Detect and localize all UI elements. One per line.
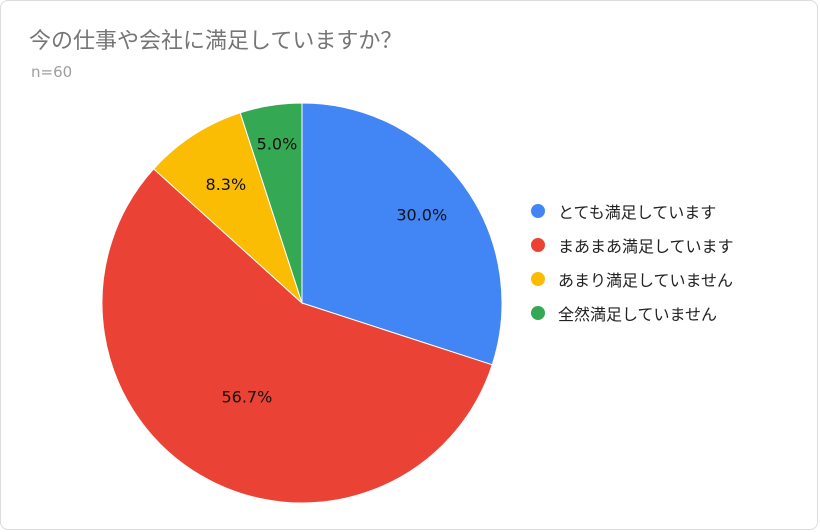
pie-slice-4 xyxy=(239,102,303,304)
legend-label-1: とても満足しています xyxy=(558,203,717,222)
pie-slices xyxy=(101,102,503,504)
chart-subtitle: n=60 xyxy=(31,63,73,81)
legend-swatch-3 xyxy=(531,272,545,286)
pie-slice-1 xyxy=(301,102,503,366)
legend-item-2: まあまあ満足しています xyxy=(531,228,734,262)
pie-slice-labels: 30.0% 56.7% 8.3% 5.0% xyxy=(206,134,448,406)
chart-legend: とても満足しています まあまあ満足しています あまり満足していません 全然満足していま… xyxy=(531,194,734,330)
legend-swatch-1 xyxy=(531,204,545,218)
slice-label-3: 8.3% xyxy=(206,175,247,194)
legend-item-4: 全然満足していません xyxy=(531,296,734,330)
legend-item-3: あまり満足していません xyxy=(531,262,734,296)
chart-title: 今の仕事や会社に満足していますか？ xyxy=(29,29,403,54)
legend-item-1: とても満足しています xyxy=(531,194,734,228)
legend-swatch-2 xyxy=(531,238,545,252)
pie-slice-3 xyxy=(152,112,304,305)
pie-slice-2 xyxy=(101,168,493,504)
slice-label-1: 30.0% xyxy=(396,206,447,225)
slice-label-2: 56.7% xyxy=(221,388,272,407)
legend-label-4: 全然満足していません xyxy=(558,305,718,324)
legend-swatch-4 xyxy=(531,306,545,320)
legend-label-3: あまり満足していません xyxy=(558,271,734,290)
legend-label-2: まあまあ満足しています xyxy=(558,237,734,256)
slice-label-4: 5.0% xyxy=(257,134,298,153)
